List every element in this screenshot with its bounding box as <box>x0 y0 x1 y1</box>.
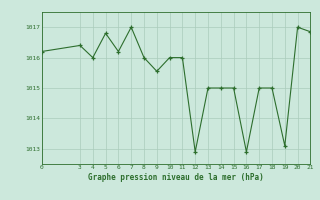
X-axis label: Graphe pression niveau de la mer (hPa): Graphe pression niveau de la mer (hPa) <box>88 173 264 182</box>
